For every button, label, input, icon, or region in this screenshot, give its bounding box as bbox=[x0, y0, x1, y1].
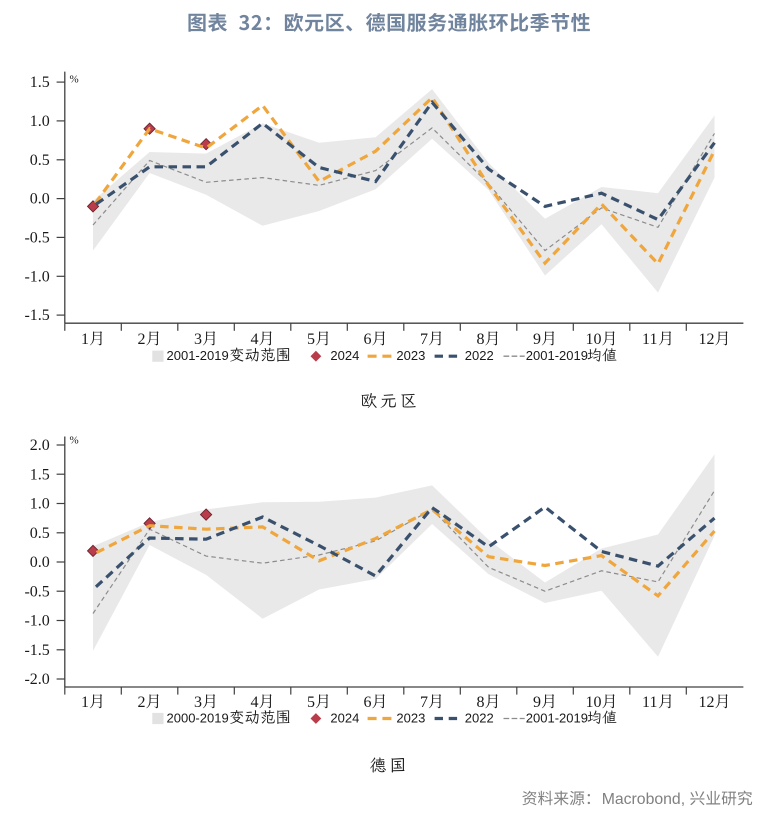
svg-text:8: 8 bbox=[477, 331, 485, 348]
svg-text:-1.0: -1.0 bbox=[24, 613, 49, 630]
svg-text:3: 3 bbox=[194, 694, 202, 711]
svg-text:5: 5 bbox=[307, 694, 315, 711]
svg-text:-1.0: -1.0 bbox=[24, 268, 49, 285]
svg-text:2023: 2023 bbox=[396, 711, 425, 726]
svg-text:2000-2019: 2000-2019 bbox=[167, 711, 229, 726]
svg-text:0.5: 0.5 bbox=[30, 525, 50, 542]
svg-text:2024: 2024 bbox=[330, 711, 359, 726]
svg-text:2001-2019: 2001-2019 bbox=[526, 348, 588, 363]
svg-text:2: 2 bbox=[138, 694, 146, 711]
svg-text:4: 4 bbox=[251, 331, 259, 348]
svg-text:-0.5: -0.5 bbox=[24, 583, 49, 600]
svg-text:-2.0: -2.0 bbox=[24, 671, 49, 688]
svg-text:11: 11 bbox=[642, 331, 657, 348]
svg-text:0.0: 0.0 bbox=[30, 554, 50, 571]
svg-text:2001-2019: 2001-2019 bbox=[167, 348, 229, 363]
svg-text:-1.5: -1.5 bbox=[24, 307, 49, 324]
svg-text:%: % bbox=[70, 435, 79, 447]
svg-text:1.5: 1.5 bbox=[30, 466, 50, 483]
svg-text:Macrobond,: Macrobond, bbox=[602, 791, 685, 808]
svg-text:6: 6 bbox=[364, 331, 372, 348]
svg-text:6: 6 bbox=[364, 694, 372, 711]
svg-text:2024: 2024 bbox=[330, 348, 359, 363]
svg-text:1: 1 bbox=[81, 694, 89, 711]
svg-text:2022: 2022 bbox=[465, 711, 494, 726]
svg-text:2023: 2023 bbox=[396, 348, 425, 363]
svg-text:1.0: 1.0 bbox=[30, 113, 50, 130]
svg-text:10: 10 bbox=[586, 331, 602, 348]
svg-text:11: 11 bbox=[642, 694, 657, 711]
svg-text:-1.5: -1.5 bbox=[24, 642, 49, 659]
svg-text:1.5: 1.5 bbox=[30, 74, 50, 91]
svg-text:2: 2 bbox=[138, 331, 146, 348]
svg-text:0.0: 0.0 bbox=[30, 191, 50, 208]
svg-text:7: 7 bbox=[420, 694, 428, 711]
svg-text:0.5: 0.5 bbox=[30, 152, 50, 169]
svg-text:12: 12 bbox=[699, 694, 715, 711]
svg-text:4: 4 bbox=[251, 694, 259, 711]
svg-text:8: 8 bbox=[477, 694, 485, 711]
svg-text:2022: 2022 bbox=[465, 348, 494, 363]
svg-text:%: % bbox=[70, 74, 79, 86]
svg-text:1.0: 1.0 bbox=[30, 496, 50, 513]
svg-text:2001-2019: 2001-2019 bbox=[526, 711, 588, 726]
svg-text:5: 5 bbox=[307, 331, 315, 348]
svg-text:3: 3 bbox=[194, 331, 202, 348]
svg-text:12: 12 bbox=[699, 331, 715, 348]
svg-text:2.0: 2.0 bbox=[30, 437, 50, 454]
svg-text:9: 9 bbox=[533, 694, 541, 711]
svg-text:1: 1 bbox=[81, 331, 89, 348]
svg-text:10: 10 bbox=[586, 694, 602, 711]
svg-text:-0.5: -0.5 bbox=[24, 230, 49, 247]
svg-text:9: 9 bbox=[533, 331, 541, 348]
svg-text:7: 7 bbox=[420, 331, 428, 348]
